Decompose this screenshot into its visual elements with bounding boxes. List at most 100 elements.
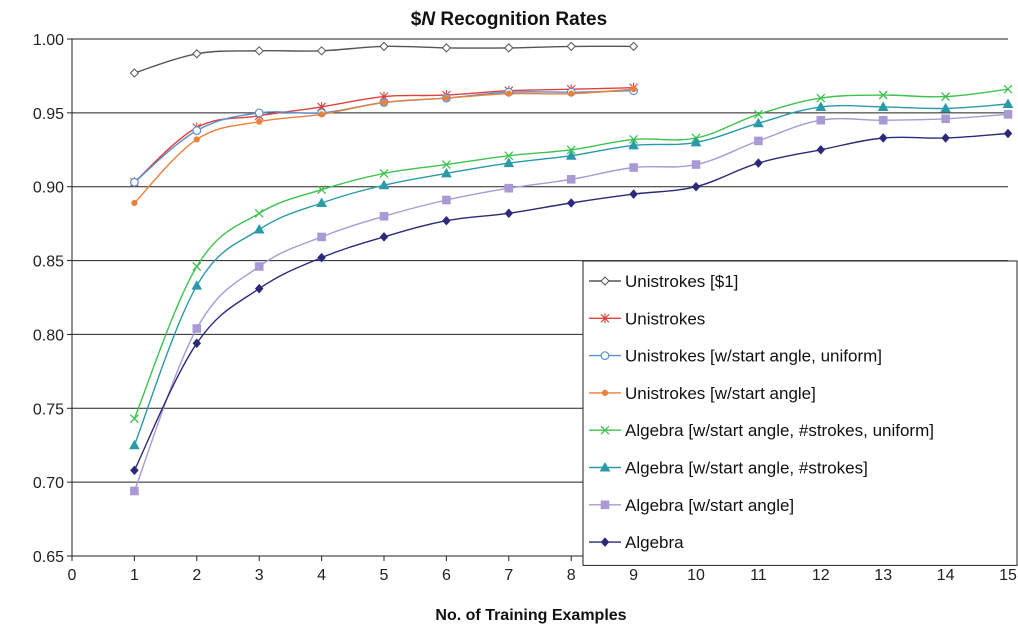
data-point: [380, 99, 388, 106]
data-point: [815, 101, 827, 111]
chart-title-rest: Recognition Rates: [435, 9, 607, 30]
series-6: [130, 110, 1013, 496]
data-point: [379, 211, 389, 221]
data-point: [1003, 128, 1013, 139]
data-point: [192, 338, 202, 349]
series-line: [133, 87, 634, 183]
y-tick-label: 0.70: [33, 475, 64, 492]
data-point: [1003, 110, 1013, 119]
data-point: [505, 90, 512, 97]
legend-swatch-marker: [600, 351, 610, 361]
x-tick-label: 1: [130, 567, 139, 584]
legend-item: Algebra [w/start angle]: [589, 496, 794, 515]
data-point: [816, 93, 826, 103]
legend-swatch-marker: [600, 500, 610, 510]
legend-label: Unistrokes [w/start angle]: [625, 384, 816, 403]
data-point: [941, 133, 950, 143]
x-tick-label: 12: [812, 567, 830, 584]
data-point: [1003, 84, 1013, 94]
data-point: [129, 68, 140, 78]
series-line: [133, 88, 1009, 419]
data-point: [129, 439, 140, 450]
series-3: [131, 86, 637, 207]
data-point: [940, 102, 951, 113]
data-point: [443, 94, 450, 102]
data-point: [379, 168, 389, 178]
series-line: [133, 103, 1009, 446]
legend-swatch-marker: [600, 537, 610, 547]
data-point: [253, 224, 265, 234]
x-tick-label: 7: [504, 567, 513, 584]
data-point: [566, 175, 576, 184]
data-point: [565, 150, 577, 160]
x-tick-label: 10: [687, 567, 705, 584]
legend-swatch-marker: [600, 425, 610, 435]
data-point: [941, 92, 951, 102]
data-point: [878, 115, 888, 125]
data-point: [192, 49, 202, 59]
legend-item: Unistrokes [$1]: [589, 272, 738, 291]
data-point: [256, 118, 263, 125]
data-point: [504, 208, 514, 219]
data-point: [379, 232, 389, 242]
data-point: [193, 136, 200, 143]
legend-swatch-marker: [599, 461, 611, 472]
legend-label: Algebra [w/start angle, #strokes]: [625, 459, 868, 478]
data-point: [691, 181, 701, 192]
y-tick-labels: 0.65 0.70 0.75 0.80 0.85 0.90 0.95 1.00: [33, 32, 64, 566]
data-point: [816, 115, 826, 125]
data-point: [754, 158, 763, 168]
data-point: [192, 324, 202, 333]
y-tick-label: 0.95: [33, 106, 64, 123]
legend-swatch-marker: [601, 389, 609, 396]
series-line: [133, 88, 634, 204]
data-point: [130, 486, 139, 496]
legend: Unistrokes [$1] Unistrokes Unistrokes [w/s…: [582, 260, 1018, 566]
legend-item: Algebra [w/start angle, #strokes]: [589, 459, 868, 478]
data-point: [441, 43, 452, 53]
data-point: [941, 114, 950, 124]
legend-swatch-marker: [600, 276, 610, 286]
x-tick-labels: 0 1 2 3 4 5 6 7 8 9 10 11 12 13 14 15: [68, 567, 1017, 584]
x-tick-label: 0: [68, 567, 77, 584]
data-point: [317, 185, 327, 195]
series-lines: [129, 41, 1014, 496]
series-4: [129, 84, 1013, 424]
chart-title-prefix: $: [411, 9, 422, 30]
legend-label: Unistrokes [w/start angle, uniform]: [625, 347, 882, 366]
y-tick-label: 0.90: [33, 180, 64, 197]
legend-label: Algebra [w/start angle, #strokes, unifor…: [625, 421, 934, 440]
y-tick-label: 0.75: [33, 401, 64, 418]
data-point: [254, 108, 264, 118]
legend-box: [582, 260, 1018, 566]
legend-item: Unistrokes: [589, 309, 705, 328]
data-point: [629, 189, 638, 199]
data-point: [317, 232, 326, 242]
data-point: [504, 183, 514, 193]
data-point: [254, 283, 264, 294]
chart-title-italic: N: [421, 9, 436, 30]
legend-label: Unistrokes: [625, 309, 705, 328]
data-point: [753, 109, 763, 119]
data-point: [192, 262, 202, 271]
data-point: [753, 117, 764, 128]
data-point: [379, 41, 389, 52]
data-point: [630, 86, 637, 93]
data-point: [878, 133, 888, 143]
legend-swatch-marker: [600, 313, 610, 324]
x-tick-label: 6: [442, 567, 451, 584]
data-point: [441, 160, 451, 170]
y-tick-label: 0.80: [33, 327, 64, 344]
data-point: [129, 414, 139, 424]
data-point: [629, 134, 639, 144]
x-tick-label: 14: [937, 567, 955, 584]
series-line: [133, 113, 1009, 492]
x-tick-label: 15: [999, 567, 1017, 584]
legend-label: Algebra [w/start angle]: [625, 496, 794, 515]
data-point: [877, 101, 889, 111]
data-point: [316, 197, 327, 207]
legend-item: Algebra: [589, 533, 684, 552]
legend-item: Algebra [w/start angle, #strokes, unifor…: [589, 421, 934, 440]
chart-title: $N Recognition Rates: [411, 9, 607, 30]
